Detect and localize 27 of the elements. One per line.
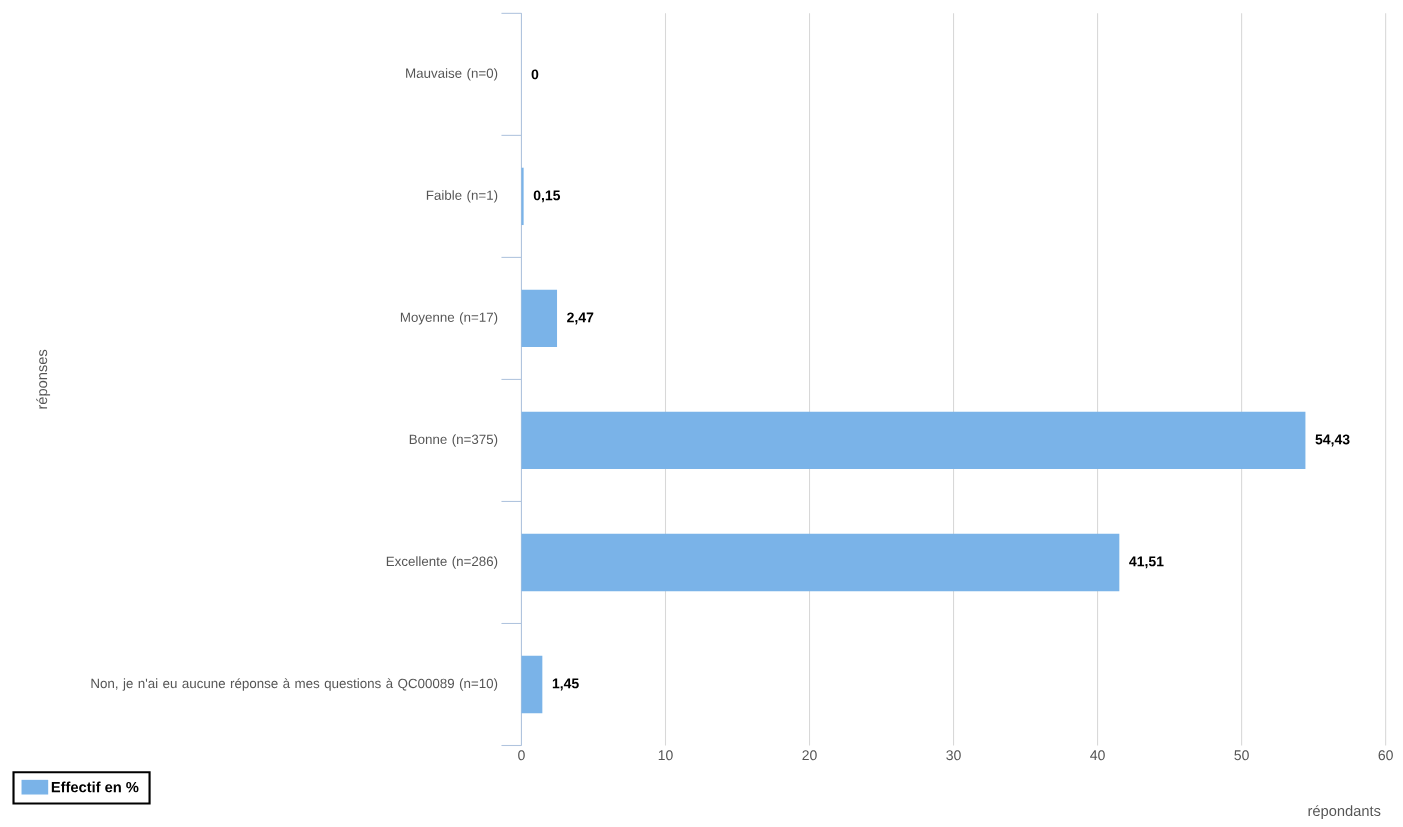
bar xyxy=(521,411,1306,470)
y-tick-label: Non, je n'ai eu aucune réponse à mes questions à QC00089 (n=10) xyxy=(91,678,498,691)
bar xyxy=(521,289,558,348)
y-tick-label: Faible (n=1) xyxy=(426,190,498,203)
data-label: 0,15 xyxy=(533,190,561,203)
x-tick-label: 40 xyxy=(1090,750,1105,761)
y-tick-label: Moyenne (n=17) xyxy=(400,312,498,325)
data-label: 54,43 xyxy=(1315,434,1350,447)
bar xyxy=(521,655,543,714)
x-tick-label: 60 xyxy=(1378,750,1393,761)
data-label: 41,51 xyxy=(1129,556,1164,569)
y-tick-label: Bonne (n=375) xyxy=(409,434,498,447)
y-tick-label: Excellente (n=286) xyxy=(386,556,498,569)
x-tick-label: 30 xyxy=(946,750,961,761)
data-label: 2,47 xyxy=(567,312,594,325)
x-tick-label: 20 xyxy=(802,750,817,761)
legend-label: Effectif en % xyxy=(51,781,139,793)
y-axis-title: réponses xyxy=(36,349,51,409)
x-tick-label: 0 xyxy=(518,750,525,761)
x-axis-title: répondants xyxy=(1308,805,1381,820)
x-tick-label: 10 xyxy=(658,750,673,761)
x-tick-label: 50 xyxy=(1234,750,1249,761)
data-label: 1,45 xyxy=(552,678,579,691)
bar xyxy=(521,533,1120,592)
data-label: 0 xyxy=(531,69,539,80)
bar xyxy=(521,167,524,226)
y-tick-label: Mauvaise (n=0) xyxy=(406,68,498,81)
